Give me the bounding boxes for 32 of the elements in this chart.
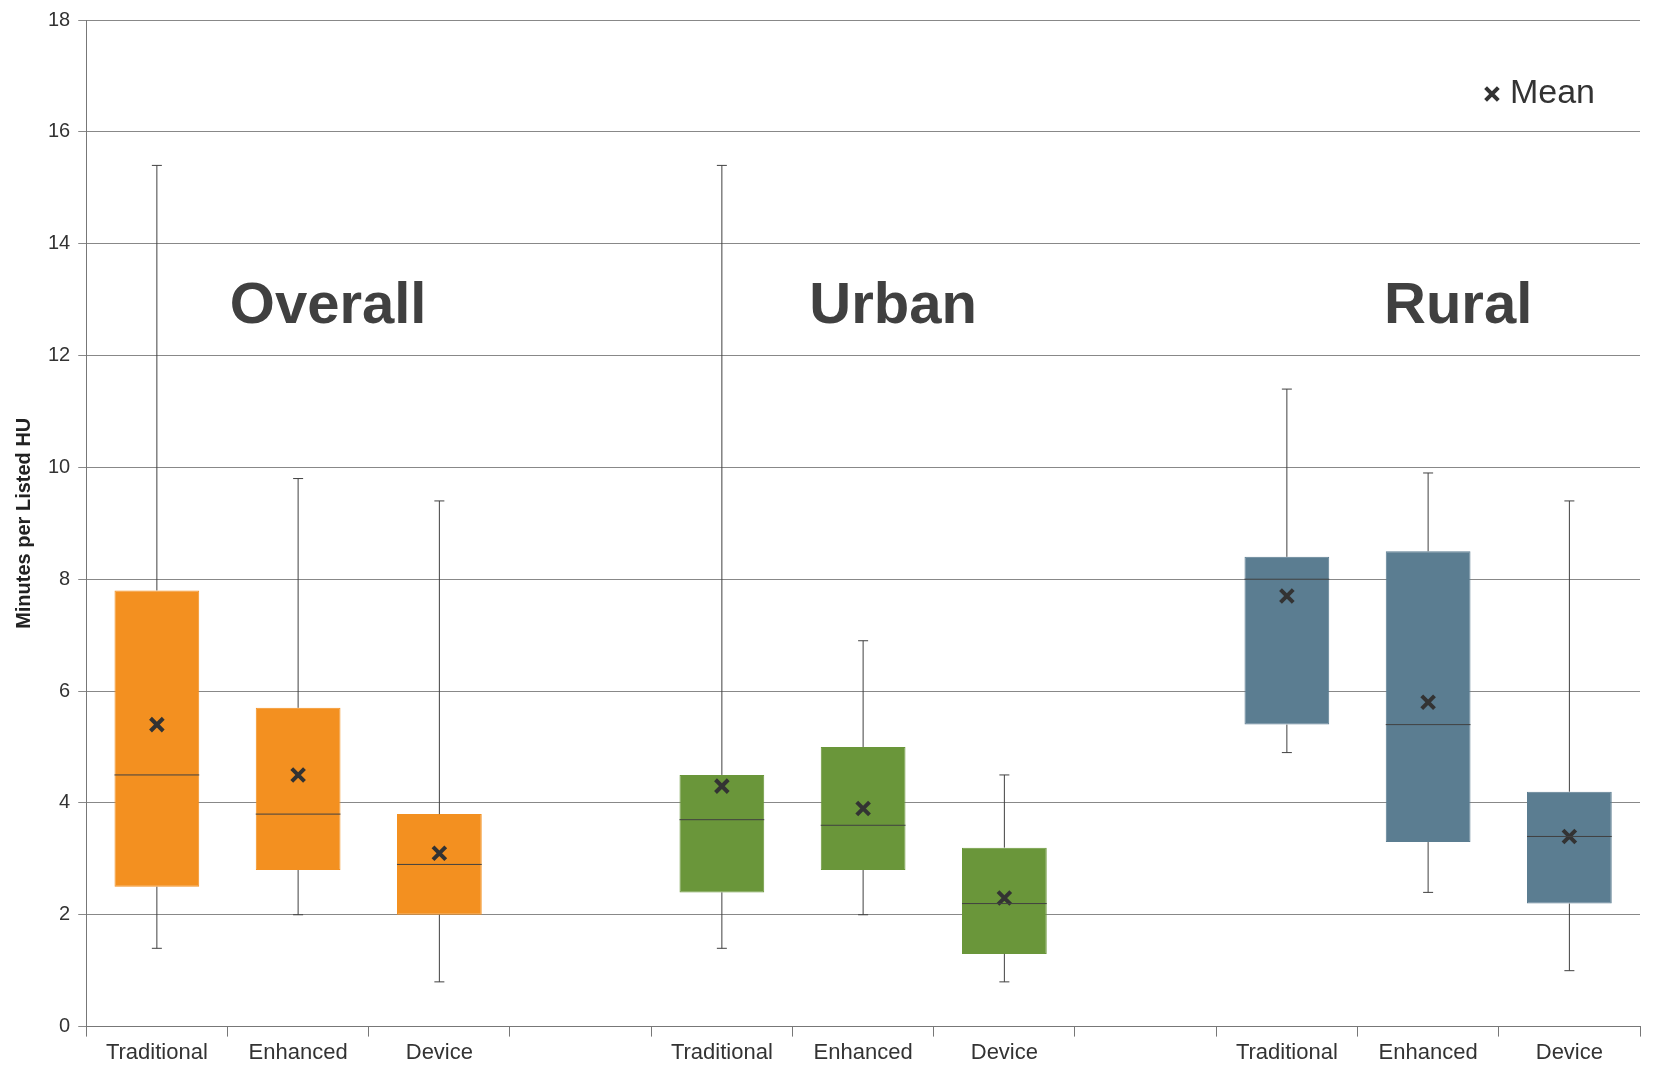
- x-tick-label: Device: [1535, 1038, 1603, 1064]
- x-tick-label: Device: [970, 1038, 1038, 1064]
- y-tick-label: 14: [48, 231, 71, 254]
- point: [148, 716, 166, 733]
- x-tick-label: Enhanced: [813, 1038, 913, 1064]
- y-tick-label: 0: [59, 1014, 71, 1037]
- y-tick-label: 12: [48, 343, 71, 366]
- point: [1561, 828, 1578, 845]
- x-tick-label: Enhanced: [1378, 1038, 1478, 1064]
- point: [1278, 587, 1296, 605]
- y-tick-label: 6: [59, 678, 71, 701]
- point: [854, 800, 872, 817]
- x-tick-label: Enhanced: [248, 1038, 348, 1064]
- y-tick-label: 2: [59, 902, 71, 925]
- point: [431, 844, 448, 862]
- y-axis-title: Minutes per Listed HU: [11, 417, 34, 629]
- point: [1419, 693, 1437, 711]
- legend-label: Mean: [1509, 72, 1596, 111]
- y-tick-label: 16: [48, 119, 71, 142]
- annotation: Rural: [1383, 269, 1533, 335]
- x-tick-label: Traditional: [1235, 1038, 1338, 1064]
- y-tick-label: 10: [48, 454, 71, 477]
- annotation: Overall: [229, 269, 427, 335]
- y-tick-label: 8: [59, 566, 71, 589]
- y-tick-label: 18: [48, 7, 71, 30]
- y-tick-label: 4: [59, 790, 71, 813]
- x-tick-label: Traditional: [670, 1038, 773, 1064]
- point: [289, 766, 307, 784]
- x-tick-label: Traditional: [105, 1038, 208, 1064]
- x-tick-label: Device: [405, 1038, 473, 1064]
- annotation: Urban: [809, 269, 977, 335]
- point: [713, 777, 731, 795]
